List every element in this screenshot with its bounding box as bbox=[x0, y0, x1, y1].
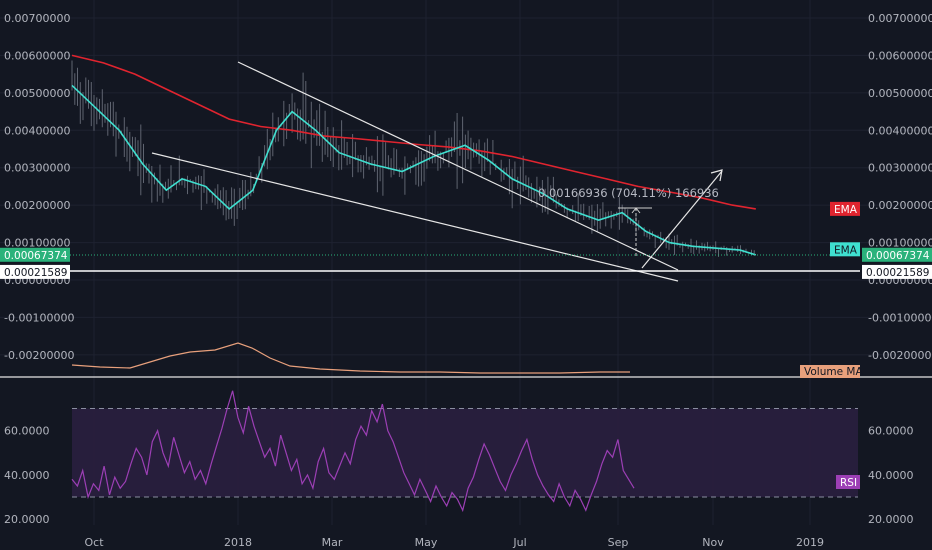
time-tick-label: May bbox=[415, 536, 438, 549]
rsi-tick-label: 20.0000 bbox=[868, 513, 914, 526]
volume-ma-tag bbox=[800, 365, 860, 378]
price-tick-label: 0.00100000 bbox=[868, 237, 932, 250]
price-label-right bbox=[862, 264, 932, 279]
price-label-left bbox=[0, 247, 70, 262]
measure-arrow-head bbox=[631, 207, 641, 214]
price-tick-label: 0.00300000 bbox=[4, 162, 70, 175]
rsi-band bbox=[72, 408, 858, 498]
ema-long-line[interactable] bbox=[71, 54, 756, 210]
price-tick-label: 0.00400000 bbox=[868, 124, 932, 137]
price-tick-label: 0.00500000 bbox=[4, 87, 70, 100]
price-tick-label: 0.00300000 bbox=[868, 162, 932, 175]
price-label-left-text: 0.00021589 bbox=[4, 267, 67, 279]
price-tick-label: 0.00100000 bbox=[4, 237, 70, 250]
breakout-arrow[interactable] bbox=[641, 170, 723, 269]
ema-short-line[interactable] bbox=[71, 84, 757, 256]
price-panel[interactable]: 0.00166936 (704.11%) 166936 bbox=[71, 54, 757, 282]
ema-tag bbox=[830, 201, 860, 216]
time-axis[interactable]: Oct 2018 Mar May Jul Sep Nov 2019 bbox=[84, 536, 824, 549]
price-tick-label: 0.00700000 bbox=[4, 12, 70, 25]
price-tick-label: 0.00600000 bbox=[868, 49, 932, 62]
rsi-tick-label: 60.0000 bbox=[868, 425, 914, 438]
rsi-line[interactable] bbox=[71, 390, 635, 513]
axis-tags: 0.00067374 0.00067374 0.00021589 0.00021589… bbox=[0, 201, 932, 489]
price-label-right-text: 0.00067374 bbox=[866, 250, 930, 262]
price-tick-label: 0.00500000 bbox=[868, 87, 932, 100]
right-price-axis[interactable]: 0.00700000 0.00600000 0.00500000 0.00400000… bbox=[868, 12, 932, 526]
price-label-left-text: 0.00067374 bbox=[4, 250, 68, 262]
rsi-panel[interactable] bbox=[71, 390, 858, 513]
ema-tag bbox=[830, 242, 860, 257]
price-tick-label: 0.00700000 bbox=[868, 12, 932, 25]
volume-ma-tag-text: Volume MA bbox=[804, 366, 863, 378]
breakout-arrow-head bbox=[710, 169, 723, 182]
price-tick-label: 0.00400000 bbox=[4, 124, 70, 137]
ema-tag-text: EMA bbox=[834, 204, 858, 216]
measure-annotation: 0.00166936 (704.11%) 166936 bbox=[538, 186, 719, 200]
volume-panel bbox=[71, 342, 630, 374]
price-tick-label: 0.00200000 bbox=[868, 199, 932, 212]
rsi-tick-label: 20.0000 bbox=[4, 513, 50, 526]
time-tick-label: Jul bbox=[512, 536, 526, 549]
price-tick-label: -0.00100000 bbox=[868, 311, 932, 324]
wedge-upper-line[interactable] bbox=[237, 61, 679, 271]
wedge-lower-line[interactable] bbox=[151, 152, 679, 282]
time-tick-label: Sep bbox=[608, 536, 629, 549]
price-tick-label: -0.00200000 bbox=[868, 349, 932, 362]
time-tick-label: 2019 bbox=[796, 536, 824, 549]
rsi-tag-text: RSI bbox=[840, 477, 857, 489]
time-tick-label: Mar bbox=[322, 536, 343, 549]
time-tick-label: 2018 bbox=[224, 536, 252, 549]
price-tick-label: -0.00100000 bbox=[4, 311, 74, 324]
rsi-tick-label: 40.0000 bbox=[4, 469, 50, 482]
rsi-tick-label: 40.0000 bbox=[868, 469, 914, 482]
rsi-tick-label: 60.0000 bbox=[4, 425, 50, 438]
rsi-tag bbox=[836, 475, 860, 489]
price-tick-label: 0.00200000 bbox=[4, 199, 70, 212]
left-price-axis[interactable]: 0.00700000 0.00600000 0.00500000 0.00400000… bbox=[4, 12, 74, 526]
price-label-left bbox=[0, 264, 70, 279]
price-label-right-text: 0.00021589 bbox=[866, 267, 929, 279]
price-tick-label: -0.00200000 bbox=[4, 349, 74, 362]
price-tick-label: 0.00600000 bbox=[4, 49, 70, 62]
time-tick-label: Nov bbox=[702, 536, 724, 549]
ema-tag-text: EMA bbox=[834, 244, 858, 256]
time-tick-label: Oct bbox=[84, 536, 104, 549]
price-label-right bbox=[862, 247, 932, 262]
volume-ma-line[interactable] bbox=[71, 342, 630, 374]
